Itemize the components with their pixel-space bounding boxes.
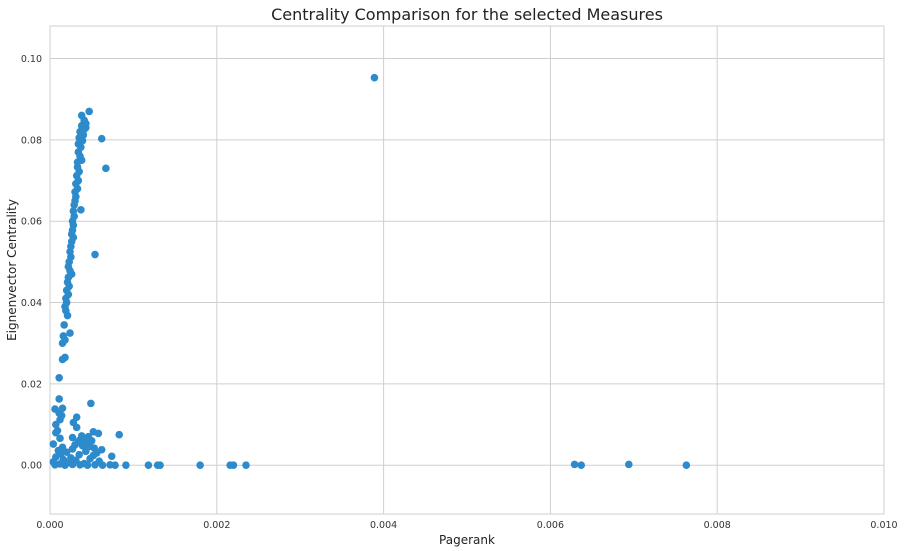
data-point: [624, 460, 633, 469]
data-point: [122, 461, 130, 470]
y-tick-label: 0.10: [21, 54, 42, 65]
x-tick-label: 0.004: [370, 520, 397, 531]
data-point: [91, 250, 99, 259]
data-point: [68, 460, 77, 469]
x-tick-label: 0.000: [36, 520, 63, 531]
data-point: [82, 447, 90, 456]
data-point: [229, 461, 238, 470]
data-point: [86, 454, 94, 463]
data-point: [63, 311, 72, 320]
data-point: [242, 461, 250, 470]
data-point: [98, 461, 107, 470]
plot-frame: [49, 25, 885, 515]
data-point: [66, 329, 74, 337]
points-layer: [49, 73, 691, 470]
data-point: [51, 460, 59, 469]
data-point: [97, 134, 106, 143]
y-tick-label: 0.06: [21, 217, 42, 228]
data-point: [111, 461, 119, 470]
data-point: [75, 450, 83, 459]
data-point: [156, 461, 164, 470]
y-axis-label: Eignenvector Centrality: [5, 199, 19, 341]
data-point: [370, 73, 379, 82]
data-point: [144, 461, 153, 470]
data-point: [82, 123, 90, 132]
data-point: [62, 448, 71, 456]
data-point: [570, 460, 579, 469]
data-point: [70, 201, 78, 209]
data-point: [52, 420, 60, 429]
grid-layer: [49, 26, 885, 514]
data-point: [91, 460, 99, 469]
data-point: [115, 430, 124, 439]
x-tick-label: 0.002: [203, 520, 230, 531]
data-point: [60, 321, 68, 329]
data-point: [83, 461, 92, 470]
data-point: [56, 434, 64, 443]
data-point: [72, 423, 81, 432]
data-point: [49, 440, 58, 448]
data-point: [76, 460, 84, 469]
chart-title: Centrality Comparison for the selected M…: [271, 5, 663, 24]
data-point: [682, 461, 691, 470]
data-point: [55, 395, 63, 403]
x-tick-label: 0.008: [704, 520, 731, 531]
data-point: [577, 461, 586, 470]
data-point: [52, 428, 60, 437]
data-point: [58, 339, 67, 348]
data-point: [196, 461, 204, 470]
data-point: [61, 461, 69, 470]
x-axis-label: Pagerank: [439, 533, 495, 547]
data-point: [68, 445, 77, 453]
y-tick-label: 0.04: [21, 298, 42, 309]
tick-layer: 0.000 0.002 0.004 0.006 0.008 0.010 0.00 0.02 0.…: [21, 54, 898, 531]
data-point: [78, 441, 87, 450]
data-point: [102, 164, 110, 173]
y-tick-label: 0.02: [21, 379, 42, 390]
x-tick-label: 0.010: [870, 520, 897, 531]
data-point: [85, 107, 93, 116]
y-tick-label: 0.08: [21, 135, 42, 146]
data-point: [55, 373, 63, 382]
y-tick-label: 0.00: [21, 461, 42, 472]
data-point: [94, 429, 103, 438]
x-tick-label: 0.006: [537, 520, 564, 531]
data-point: [87, 399, 95, 408]
data-point: [68, 433, 77, 442]
data-point: [58, 355, 67, 364]
data-point: [107, 452, 116, 461]
data-point: [77, 206, 85, 214]
